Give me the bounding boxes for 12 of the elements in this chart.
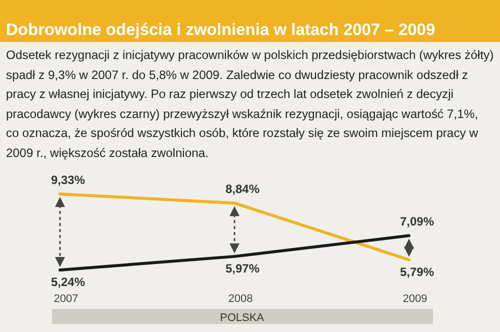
text: POLSKA bbox=[220, 312, 265, 324]
data-label: 5,97% bbox=[225, 261, 260, 276]
data-label: 7,09% bbox=[400, 214, 434, 229]
chart-title: Dobrowolne odejścia i zwolnienia w latach 2007 – 2009 bbox=[6, 21, 436, 40]
data-label: 9,33% bbox=[50, 173, 86, 187]
data-label: 8,84% bbox=[225, 182, 260, 196]
x-tick-label: 2007 bbox=[54, 293, 78, 305]
data-label: 5,24% bbox=[50, 275, 86, 289]
data-label: 5,79% bbox=[400, 264, 434, 279]
x-tick-label: 2008 bbox=[228, 293, 253, 305]
x-tick-label: 2009 bbox=[402, 293, 428, 305]
chart-subtitle: Odsetek rezygnacji z inicjatywy pracowników w polskich przedsiębiorstwach (wykres żółty) spadł z 9,3% w 2007 r. do 5,8% w 2009. Zaledwie co dwudziesty pracownik odszedł z pracy z własnej inicjatywy. Po raz pierwszy od trzech lat odsetek zwolnień z decyzji pracodawcy (wykres czarny) przewyższył wskaźnik rezygnacji, osiągając wartość 7,1%, co oznacza, że spośród wszystkich osób, które rozstały się ze swoim miejscem pracy w 2009 r., większość została zwolniona. bbox=[5, 47, 495, 162]
